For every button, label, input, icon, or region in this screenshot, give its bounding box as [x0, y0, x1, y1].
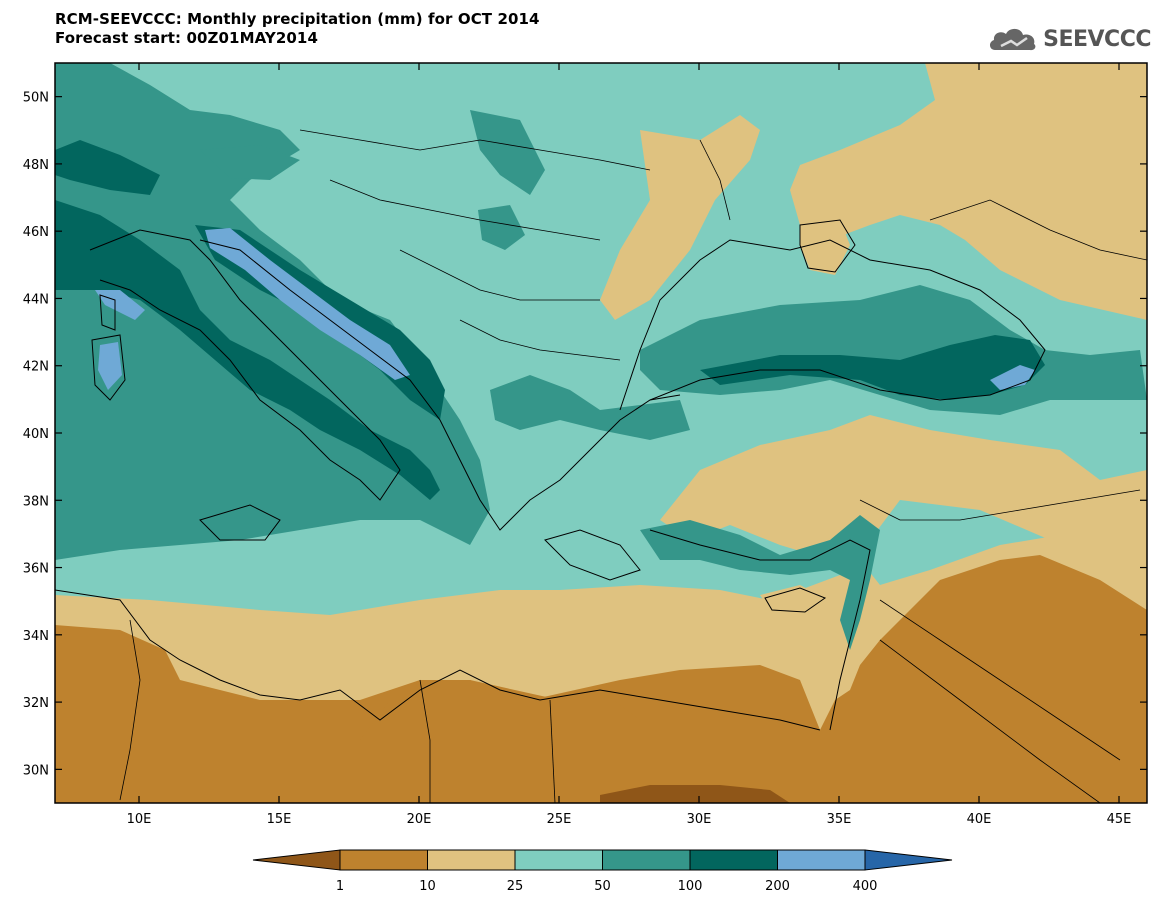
lat-tick-label: 36N: [23, 562, 49, 577]
cloud-logo-icon: [990, 28, 1036, 51]
coastline-crete: [544, 529, 641, 581]
precip-region-10-25-ukraine: [600, 115, 760, 320]
lon-tick-label: 35E: [827, 812, 852, 827]
seevccc-logo: SEEVCCC: [987, 22, 1151, 56]
border-6: [879, 599, 1121, 761]
lat-tick-label: 46N: [23, 225, 49, 240]
border-10: [879, 639, 1101, 803]
precip-region-10-25-northeast: [790, 63, 1147, 320]
colorbar-label: 10: [419, 879, 436, 894]
coastline-corsica: [99, 294, 116, 331]
colorbar-segment: [514, 849, 603, 871]
colorbar-segment: [427, 849, 516, 871]
lon-tick-label: 25E: [547, 812, 572, 827]
colorbar-label: 200: [765, 879, 790, 894]
logo-text: SEEVCCC: [1043, 26, 1151, 52]
coastlines: [55, 219, 1046, 731]
map-title: RCM-SEEVCCC: Monthly precipitation (mm) …: [55, 10, 540, 28]
precip-region-100-200-italy: [55, 200, 440, 500]
colorbar-legend: 1 10 25 50 100 200 400: [252, 849, 953, 894]
forecast-start: Forecast start: 00Z01MAY2014: [55, 29, 318, 47]
lat-tick-label: 48N: [23, 158, 49, 173]
lat-tick-label: 34N: [23, 629, 49, 644]
precip-region-10-25-anatolia: [660, 415, 1147, 600]
colorbar-segment: [602, 849, 691, 871]
colorbar-segment: [339, 849, 428, 871]
lon-tick-label: 40E: [967, 812, 992, 827]
map-field: [55, 63, 1147, 803]
lon-tick-label: 20E: [407, 812, 432, 827]
lon-tick-label: 15E: [267, 812, 292, 827]
coastline-sicily: [199, 504, 281, 541]
map-axes: 50N 48N 46N 44N 42N 40N 38N 36N 34N 32N 30N 10E 15E 2…: [23, 63, 1147, 827]
precip-region-50-100-hungary: [478, 205, 525, 250]
precip-region-1-10: [55, 555, 1147, 803]
lat-tick-label: 32N: [23, 696, 49, 711]
lon-tick-label: 10E: [127, 812, 152, 827]
precip-region-50-100-carpathian: [470, 110, 545, 195]
precip-region-100-200-turkey: [700, 335, 1045, 400]
precip-region-50-100-taurus: [640, 515, 880, 650]
coastline-balkans: [199, 239, 681, 531]
coastline-turkey-south: [649, 529, 871, 731]
border-4: [459, 319, 621, 361]
coastline-italy: [89, 229, 401, 501]
precip-region-100-200-north: [55, 140, 160, 195]
border-5: [859, 489, 1141, 521]
border-2: [329, 179, 601, 241]
colorbar-segment: [689, 849, 778, 871]
colorbar-under-triangle: [252, 849, 341, 871]
colorbar-segment: [777, 849, 866, 871]
precip-region-below-1: [600, 785, 790, 803]
lat-tick-label: 40N: [23, 427, 49, 442]
colorbar-label: 50: [594, 879, 611, 894]
precip-region-200-400-sardinia: [98, 342, 122, 390]
precip-region-200-400-georgia: [990, 365, 1035, 390]
border-9: [549, 699, 556, 803]
border-12: [929, 199, 1147, 261]
coastline-cyprus: [764, 587, 827, 613]
coastline-africa: [55, 589, 821, 731]
coastline-sardinia: [91, 334, 126, 401]
lat-tick-label: 38N: [23, 494, 49, 509]
border-1: [299, 129, 651, 171]
lat-tick-label: 44N: [23, 292, 49, 307]
borders: [119, 129, 1147, 803]
colorbar-label: 25: [507, 879, 524, 894]
title-block: RCM-SEEVCCC: Monthly precipitation (mm) …: [55, 10, 540, 48]
lat-tick-label: 42N: [23, 360, 49, 375]
lat-tick-label: 30N: [23, 763, 49, 778]
colorbar-label: 400: [853, 879, 878, 894]
lon-tick-label: 30E: [687, 812, 712, 827]
precip-region-50-100-aegean-north: [490, 375, 690, 440]
lon-tick-label: 45E: [1107, 812, 1132, 827]
coastline-crimea: [799, 219, 856, 273]
precip-region-50-100-alps: [200, 145, 300, 180]
precip-region-10-25-crimea: [800, 220, 850, 275]
lat-tick-label: 50N: [23, 91, 49, 106]
coastline-blacksea: [619, 239, 1046, 411]
border-8: [419, 679, 431, 803]
colorbar-label: 100: [678, 879, 703, 894]
colorbar-label: 1: [336, 879, 344, 894]
border-11: [699, 139, 731, 221]
border-3: [399, 249, 600, 301]
colorbar-over-triangle: [864, 849, 953, 871]
border-7: [119, 619, 141, 801]
